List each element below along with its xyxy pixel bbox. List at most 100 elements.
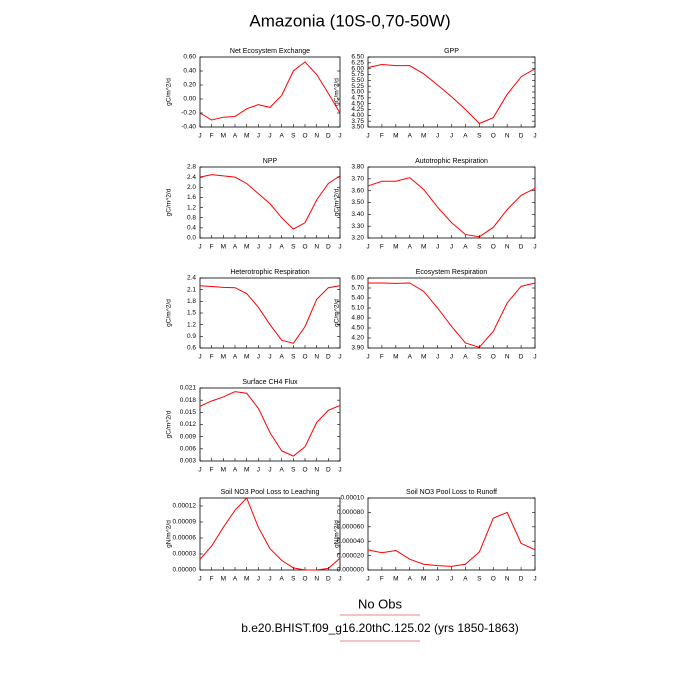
x-tick-label: J: [450, 576, 453, 583]
y-tick-label: 2.4: [187, 275, 196, 282]
data-line: [199, 61, 341, 121]
x-tick-label: A: [279, 244, 284, 251]
x-tick-label: A: [279, 354, 284, 361]
x-tick-label: J: [268, 133, 271, 140]
x-tick-label: S: [477, 133, 482, 140]
panel-title: GPP: [444, 48, 459, 55]
panel-title: Ecosystem Respiration: [416, 269, 488, 276]
y-axis-label: gC/m^2/d: [334, 299, 341, 327]
y-tick-label: 3.60: [351, 187, 364, 194]
x-tick-label: F: [210, 467, 214, 474]
y-tick-label: 5.50: [351, 77, 364, 84]
y-tick-label: 2.0: [187, 184, 196, 191]
y-tick-label: 6.00: [351, 65, 364, 72]
y-tick-label: 0.006: [180, 446, 197, 453]
x-tick-label: J: [338, 133, 341, 140]
x-tick-label: S: [291, 354, 296, 361]
x-tick-label: M: [244, 133, 249, 140]
x-tick-label: S: [291, 133, 296, 140]
y-tick-label: 6.00: [351, 275, 364, 282]
x-tick-label: N: [314, 133, 319, 140]
x-tick-label: M: [221, 576, 226, 583]
x-tick-label: O: [302, 244, 307, 251]
y-tick-label: 1.2: [187, 321, 196, 328]
y-tick-label: 4.00: [351, 112, 364, 119]
y-tick-label: 0.021: [180, 385, 197, 392]
x-tick-label: J: [338, 467, 341, 474]
y-tick-label: 3.90: [351, 345, 364, 352]
panel-title: Autotrophic Respiration: [415, 158, 488, 165]
x-tick-label: F: [380, 133, 384, 140]
x-tick-label: J: [257, 354, 260, 361]
y-axis-label: gN/m^2/d: [334, 520, 341, 548]
x-tick-label: J: [436, 576, 439, 583]
x-tick-label: A: [233, 133, 238, 140]
x-tick-label: M: [393, 576, 398, 583]
x-tick-label: M: [221, 354, 226, 361]
y-axis-label: gC/m^2/d: [166, 78, 173, 106]
obs-label: No Obs: [358, 596, 403, 611]
y-tick-label: 5.70: [351, 285, 364, 292]
x-tick-label: O: [302, 467, 307, 474]
y-tick-label: 0.009: [180, 433, 197, 440]
y-tick-label: 0.60: [183, 54, 196, 61]
x-tick-label: D: [326, 133, 331, 140]
x-tick-label: J: [198, 244, 201, 251]
x-tick-label: J: [436, 354, 439, 361]
y-axis-label: gN/m^2/d: [166, 520, 173, 548]
x-tick-label: M: [421, 133, 426, 140]
x-tick-label: D: [326, 576, 331, 583]
x-tick-label: J: [198, 354, 201, 361]
x-tick-label: F: [380, 576, 384, 583]
x-tick-label: J: [450, 354, 453, 361]
x-tick-label: J: [257, 244, 260, 251]
y-tick-label: 5.40: [351, 295, 364, 302]
y-tick-label: 5.10: [351, 305, 364, 312]
y-tick-label: 3.40: [351, 211, 364, 218]
x-tick-label: J: [198, 133, 201, 140]
x-tick-label: O: [491, 133, 496, 140]
x-tick-label: O: [302, 133, 307, 140]
x-tick-label: J: [198, 576, 201, 583]
y-tick-label: 0.40: [183, 68, 196, 75]
x-tick-label: A: [463, 244, 468, 251]
x-tick-label: M: [221, 133, 226, 140]
y-tick-label: 0.00: [183, 96, 196, 103]
y-tick-label: 3.50: [351, 124, 364, 131]
data-line: [367, 511, 536, 567]
y-tick-label: 0.0: [187, 235, 196, 242]
x-tick-label: A: [279, 467, 284, 474]
y-axis-label: gC/m^2/d: [334, 78, 341, 106]
y-tick-label: 6.25: [351, 60, 364, 67]
y-tick-label: 3.80: [351, 164, 364, 171]
x-tick-label: J: [533, 354, 536, 361]
x-tick-label: J: [366, 576, 369, 583]
x-tick-label: N: [314, 354, 319, 361]
y-tick-label: 3.70: [351, 176, 364, 183]
case-label: b.e20.BHIST.f09_g16.20thC.125.02 (yrs 18…: [241, 621, 519, 635]
y-tick-label: 1.2: [187, 204, 196, 211]
y-tick-label: 4.20: [351, 335, 364, 342]
y-tick-label: -0.40: [181, 124, 196, 131]
x-tick-label: D: [326, 354, 331, 361]
x-tick-label: F: [210, 244, 214, 251]
x-tick-label: D: [326, 244, 331, 251]
y-tick-label: 4.75: [351, 95, 364, 102]
x-tick-label: O: [302, 576, 307, 583]
x-tick-label: M: [421, 576, 426, 583]
x-tick-label: A: [408, 576, 413, 583]
x-tick-label: J: [366, 133, 369, 140]
panel-title: Heterotrophic Respiration: [230, 269, 309, 276]
x-tick-label: N: [505, 576, 510, 583]
x-tick-label: S: [291, 576, 296, 583]
x-tick-label: J: [338, 244, 341, 251]
x-tick-label: F: [210, 576, 214, 583]
x-tick-label: F: [380, 244, 384, 251]
x-tick-label: M: [244, 576, 249, 583]
y-tick-label: 1.8: [187, 298, 196, 305]
x-tick-label: D: [519, 576, 524, 583]
x-tick-label: A: [408, 354, 413, 361]
y-tick-label: 0.000020: [337, 552, 364, 559]
x-tick-label: A: [463, 354, 468, 361]
x-tick-label: A: [463, 133, 468, 140]
